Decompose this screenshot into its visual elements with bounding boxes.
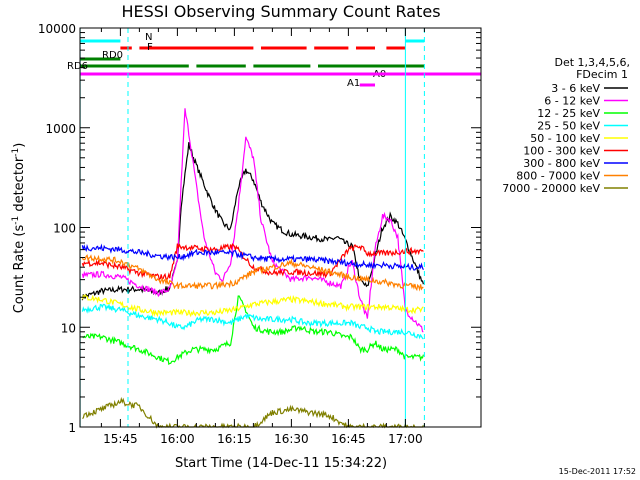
y-tick-label-4: 10000: [38, 22, 76, 36]
chart-title: HESSI Observing Summary Count Rates: [121, 2, 440, 21]
series-line-2: [81, 295, 424, 366]
footer-timestamp: 15-Dec-2011 17:52: [559, 467, 636, 476]
x-tick-label-2: 16:15: [217, 432, 252, 446]
series-line-1: [81, 108, 424, 333]
legend-label-2: 12 - 25 keV: [537, 107, 600, 120]
x-axis-label: Start Time (14-Dec-11 15:34:22): [175, 456, 387, 471]
x-axis-ticks: 15:45 16:00 16:15 16:30 16:45 17:00: [100, 28, 425, 446]
flag-label-a1: A1: [347, 78, 360, 89]
flag-label-f: F: [147, 42, 153, 53]
x-tick-label-1: 16:00: [160, 432, 195, 446]
flag-bars: NFRD0RD6A1A0: [67, 32, 481, 89]
legend-label-1: 6 - 12 keV: [544, 95, 600, 108]
y-axis-ticks: 1 10 100 1000 10000: [38, 22, 481, 435]
legend-label-6: 300 - 800 keV: [523, 157, 600, 170]
y-axis-label-part1: Count Rate (s: [12, 225, 27, 314]
y-axis-label-sup1: -1: [11, 216, 21, 225]
y-tick-label-1: 10: [61, 321, 76, 335]
y-tick-label-0: 1: [68, 421, 76, 435]
x-tick-label-5: 17:00: [388, 432, 423, 446]
x-tick-label-3: 16:30: [274, 432, 309, 446]
flag-label-rd6: RD6: [67, 61, 88, 72]
flag-label-n: N: [145, 32, 152, 43]
series-line-0: [81, 142, 424, 301]
legend-header-2: FDecim 1: [576, 68, 628, 81]
legend-label-3: 25 - 50 keV: [537, 120, 600, 133]
x-tick-label-0: 15:45: [103, 432, 138, 446]
legend-label-5: 100 - 300 keV: [523, 145, 600, 158]
series-line-6: [81, 243, 424, 271]
x-tick-label-4: 16:45: [331, 432, 366, 446]
y-tick-label-2: 100: [53, 222, 76, 236]
series-line-3: [81, 302, 424, 340]
legend-label-8: 7000 - 20000 keV: [502, 182, 600, 195]
series-line-7: [81, 254, 424, 292]
y-tick-label-3: 1000: [45, 122, 76, 136]
y-axis-label-part3: ): [12, 143, 27, 148]
y-axis-label-sup2: -1: [11, 148, 21, 157]
legend-header-1: Det 1,3,4,5,6,: [554, 56, 630, 69]
series-line-4: [81, 293, 424, 318]
legend-label-4: 50 - 100 keV: [530, 132, 600, 145]
legend-label-7: 800 - 7000 keV: [516, 170, 600, 183]
series-line-5: [81, 242, 424, 281]
flag-label-rd0: RD0: [102, 50, 123, 61]
legend-label-0: 3 - 6 keV: [551, 82, 600, 95]
y-axis-label: Count Rate (s-1 detector-1): [11, 143, 27, 314]
y-axis-label-part2: detector: [12, 156, 27, 216]
